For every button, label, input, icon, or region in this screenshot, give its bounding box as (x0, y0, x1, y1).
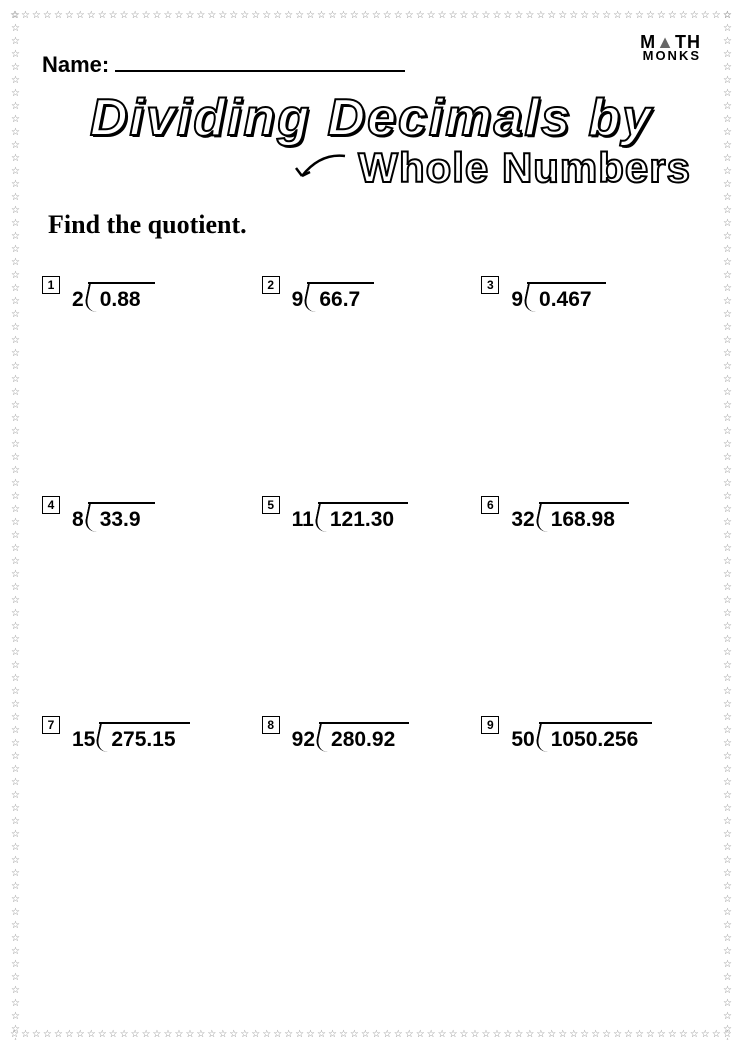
instruction-text: Find the quotient. (48, 210, 701, 240)
title-line-2: Whole Numbers (358, 144, 691, 192)
dividend: 275.15 (111, 728, 175, 751)
logo-text-monks: MONKS (640, 50, 701, 62)
problem-number: 7 (42, 716, 60, 734)
dividend: 66.7 (319, 288, 360, 311)
divisor: 11 (292, 494, 318, 532)
division-expression: 92 280.92 (292, 714, 402, 752)
problem-2: 2 9 66.7 (262, 274, 482, 494)
division-expression: 32 168.98 (511, 494, 621, 532)
problem-4: 4 8 33.9 (42, 494, 262, 714)
problem-number: 9 (481, 716, 499, 734)
header-row: Name: M▲TH MONKS (42, 34, 701, 78)
problem-number: 2 (262, 276, 280, 294)
title-line-1: Dividing Decimals by (42, 88, 701, 148)
problem-8: 8 92 280.92 (262, 714, 482, 934)
name-field: Name: (42, 52, 405, 78)
divisor: 8 (72, 494, 88, 532)
problem-number: 6 (481, 496, 499, 514)
problem-7: 7 15 275.15 (42, 714, 262, 934)
problem-number: 3 (481, 276, 499, 294)
dividend: 168.98 (551, 508, 615, 531)
name-label: Name: (42, 52, 109, 78)
division-expression: 9 66.7 (292, 274, 367, 312)
math-monks-logo: M▲TH MONKS (640, 34, 701, 62)
dividend: 0.88 (100, 288, 141, 311)
dividend: 280.92 (331, 728, 395, 751)
problem-6: 6 32 168.98 (481, 494, 701, 714)
problem-number: 1 (42, 276, 60, 294)
problems-grid: 1 2 0.88 2 9 66.7 3 9 0.467 4 8 33.9 (42, 274, 701, 934)
division-expression: 9 0.467 (511, 274, 597, 312)
divisor: 50 (511, 714, 538, 752)
dividend: 121.30 (330, 508, 394, 531)
arrow-icon (290, 148, 350, 188)
divisor: 15 (72, 714, 99, 752)
dividend: 1050.256 (551, 728, 639, 751)
divisor: 32 (511, 494, 538, 532)
divisor: 92 (292, 714, 319, 752)
division-expression: 50 1050.256 (511, 714, 644, 752)
division-expression: 8 33.9 (72, 494, 147, 532)
dividend: 33.9 (100, 508, 141, 531)
division-expression: 11 121.30 (292, 494, 400, 532)
divisor: 2 (72, 274, 88, 312)
problem-9: 9 50 1050.256 (481, 714, 701, 934)
title-block: Dividing Decimals by Whole Numbers (42, 88, 701, 192)
problem-number: 8 (262, 716, 280, 734)
problem-number: 5 (262, 496, 280, 514)
division-expression: 15 275.15 (72, 714, 182, 752)
problem-5: 5 11 121.30 (262, 494, 482, 714)
division-expression: 2 0.88 (72, 274, 147, 312)
problem-3: 3 9 0.467 (481, 274, 701, 494)
problem-number: 4 (42, 496, 60, 514)
worksheet-content: Name: M▲TH MONKS Dividing Decimals by Wh… (28, 28, 715, 1022)
dividend: 0.467 (539, 288, 592, 311)
name-blank-line[interactable] (115, 70, 405, 72)
problem-1: 1 2 0.88 (42, 274, 262, 494)
